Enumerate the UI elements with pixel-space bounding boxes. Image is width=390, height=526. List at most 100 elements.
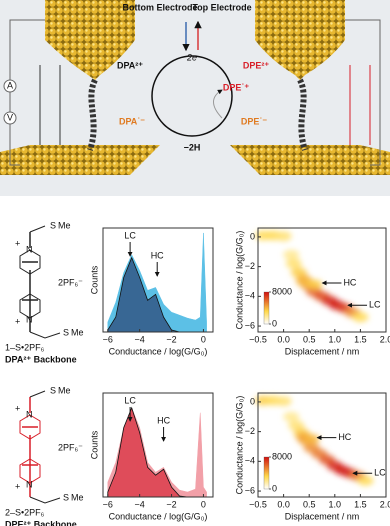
top-tip-left: [45, 0, 135, 80]
x-tick-label: −0.5: [249, 499, 267, 509]
annotation: HC: [338, 432, 351, 442]
annotation: LC: [369, 300, 381, 310]
x-axis-label: Displacement / nm: [285, 346, 360, 356]
label: Top Electrode: [192, 2, 251, 12]
label: −2H: [184, 142, 201, 152]
histogram-chart: −6 −4 −2 0 Conductance / log(G/G₀) Counts LC HC: [89, 392, 214, 521]
x-tick-label: −2: [166, 499, 176, 509]
x-tick-label: 0.0: [277, 334, 290, 344]
x-tick-label: 1.0: [329, 334, 342, 344]
annotation: HC: [157, 415, 170, 425]
density-spot: [303, 434, 320, 445]
colorbar-label: 8000: [272, 286, 292, 296]
atom-label: N: [26, 244, 33, 254]
histogram-chart: −6 −4 −2 0 Conductance / log(G/G₀) Counts LC HC: [89, 227, 214, 356]
y-tick-label: −4: [245, 456, 255, 466]
density-spot: [275, 396, 292, 407]
atom-label: Me: [58, 220, 71, 230]
y-tick-label: −2: [245, 426, 255, 436]
label: Bottom Electrode: [122, 2, 197, 12]
x-axis-label: Conductance / log(G/G₀): [109, 511, 208, 521]
structure-drawing: [29, 225, 61, 339]
label: DPE²⁺: [243, 60, 270, 70]
illustration: A V Bottom Electrode Top Electrode 2e DP…: [0, 0, 390, 196]
structure-drawing: [22, 397, 38, 497]
ring: [19, 293, 41, 319]
density-spot: [306, 279, 323, 290]
label: DPE˙⁻: [241, 116, 268, 126]
atom-label: S: [63, 327, 69, 337]
atom-label: Me: [58, 385, 71, 395]
label: DPA²⁺: [117, 60, 143, 70]
structure-drawing: [29, 390, 61, 504]
y-axis-label: Counts: [89, 430, 99, 459]
molecule-left: [87, 78, 98, 151]
x-tick-label: 2.0: [380, 499, 390, 509]
x-tick-label: 0.0: [277, 499, 290, 509]
bottom-electrode-right: [230, 145, 390, 175]
density-spot: [285, 258, 302, 269]
x-tick-label: 0.5: [303, 334, 316, 344]
density-spot: [275, 231, 292, 242]
colorbar-label: 0: [272, 318, 277, 328]
backbone-label: DPA²⁺ Backbone: [5, 354, 77, 364]
heatmap-chart: −0.5 0.0 0.5 1.0 1.5 2.0 0 −2 −4 −6 Displacement /…: [234, 227, 390, 356]
plot-frame: [257, 227, 387, 333]
x-tick-label: −6: [103, 499, 113, 509]
annotation: LC: [124, 230, 136, 240]
y-axis-label: Conductance / log(G/G₀): [234, 231, 244, 330]
label: DPE˙⁺: [223, 82, 250, 92]
atom-label: +: [15, 481, 20, 491]
cycle: [151, 55, 233, 137]
x-tick-label: 0: [201, 499, 206, 509]
density-spot: [357, 475, 374, 486]
molecule-right: [297, 78, 308, 151]
x-tick-label: 0: [201, 334, 206, 344]
bottom-electrode-left: [0, 145, 160, 175]
colorbar-label: 0: [272, 483, 277, 493]
atom-label: N: [26, 409, 33, 419]
label: DPA˙⁻: [119, 116, 145, 126]
ring: [19, 414, 41, 440]
annotation: LC: [374, 468, 386, 478]
y-tick-label: 0: [250, 231, 255, 241]
x-tick-label: −4: [135, 334, 145, 344]
x-tick-label: 1.5: [354, 499, 367, 509]
x-tick-label: 0.5: [303, 499, 316, 509]
plot-frame: [102, 392, 214, 498]
y-tick-label: 0: [250, 396, 255, 406]
ring: [19, 249, 41, 275]
voltmeter: [3, 111, 17, 125]
colorbar: [263, 291, 270, 325]
compound-label: 2–S•2PF₆: [5, 507, 45, 517]
y-axis-label: Counts: [89, 265, 99, 294]
x-tick-label: −6: [103, 334, 113, 344]
x-tick-label: −4: [135, 499, 145, 509]
density: [255, 230, 369, 323]
atom-label: S: [63, 492, 69, 502]
y-tick-label: −6: [245, 485, 255, 495]
atom-label: +: [15, 316, 20, 326]
y-tick-label: −6: [245, 320, 255, 330]
density-spot: [283, 411, 300, 422]
plot-frame: [257, 392, 387, 498]
atom-label: N: [26, 479, 33, 489]
y-axis-label: Conductance / log(G/G₀): [234, 396, 244, 495]
compound-label: 1–S•2PF₆: [5, 342, 45, 352]
dpe-drawing: [349, 65, 371, 145]
x-tick-label: −2: [166, 334, 176, 344]
voltmeter-label: V: [7, 112, 13, 122]
label: 2e: [186, 52, 197, 62]
plot-frame: [102, 227, 214, 333]
top-tip-right: [255, 0, 345, 80]
x-axis-label: Conductance / log(G/G₀): [109, 346, 208, 356]
structure-drawing: [22, 232, 38, 332]
counterion: 2PF₆⁻: [58, 442, 83, 452]
x-tick-label: −0.5: [249, 334, 267, 344]
colorbar: [263, 456, 270, 490]
counterion: 2PF₆⁻: [58, 277, 83, 287]
atom-label: Me: [71, 327, 84, 337]
